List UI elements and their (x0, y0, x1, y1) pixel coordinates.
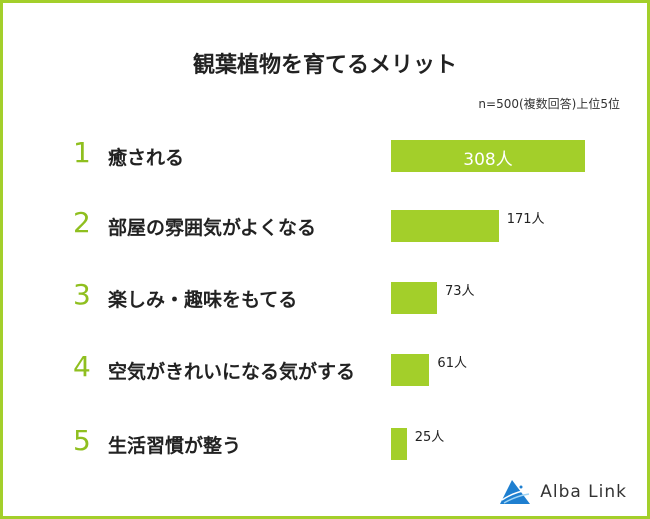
category-label: 生活習慣が整う (108, 435, 242, 457)
rank-number: 1 (73, 136, 91, 169)
bar (391, 354, 430, 386)
rank-number: 4 (73, 350, 91, 383)
rank-number: 2 (73, 206, 91, 239)
category-label: 楽しみ・趣味をもてる (108, 289, 298, 311)
data-label: 171人 (506, 212, 545, 227)
logo-text: Alba Link (540, 482, 627, 502)
data-label: 25人 (414, 430, 445, 445)
data-label: 73人 (444, 284, 475, 299)
chart-title: 観葉植物を育てるメリット (192, 53, 457, 78)
rank-number: 3 (73, 278, 91, 311)
bar (391, 210, 499, 242)
bar (391, 140, 585, 172)
bar (391, 282, 437, 314)
bar (391, 428, 407, 460)
rank-number: 5 (73, 424, 91, 457)
alba-link-triangle-logo-icon (500, 480, 531, 504)
category-label: 空気がきれいになる気がする (108, 361, 356, 383)
chart-subtitle: n=500(複数回答)上位5位 (478, 97, 620, 111)
category-label: 癒される (108, 147, 185, 169)
data-label: 308人 (463, 150, 513, 170)
logo: Alba Link (498, 478, 627, 506)
category-label: 部屋の雰囲気がよくなる (108, 217, 317, 239)
data-label: 61人 (437, 356, 467, 371)
